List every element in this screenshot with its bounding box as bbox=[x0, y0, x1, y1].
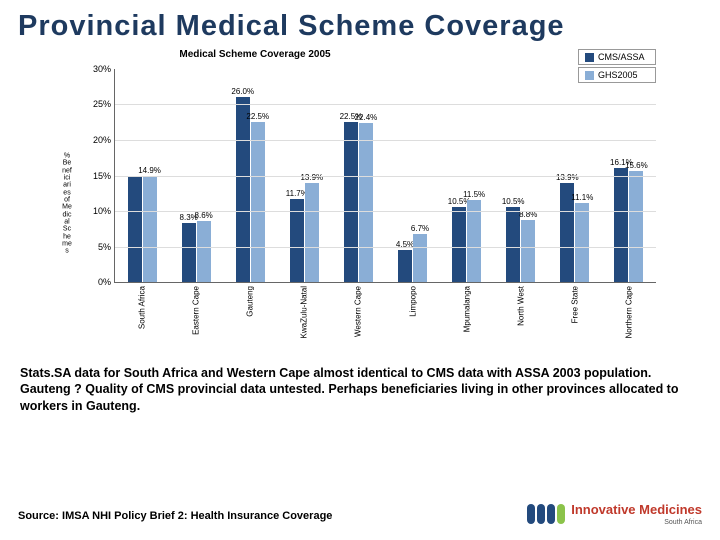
legend-swatch bbox=[585, 53, 594, 62]
logo-text: Innovative Medicines bbox=[571, 502, 702, 517]
bar: 22.5% bbox=[251, 122, 265, 282]
bar: 8.8% bbox=[521, 220, 535, 282]
logo-pill bbox=[527, 504, 535, 524]
plot-area: 14.9%South Africa8.3%8.6%Eastern Cape26.… bbox=[114, 69, 656, 283]
bar: 26.0% bbox=[236, 97, 250, 282]
logo-pills bbox=[527, 504, 565, 524]
bar: 22.4% bbox=[359, 123, 373, 282]
bar: 8.6% bbox=[197, 221, 211, 282]
y-tick: 5% bbox=[98, 242, 115, 252]
x-tick-label: Northern Cape bbox=[624, 286, 633, 358]
logo-pill bbox=[537, 504, 545, 524]
bar: 11.5% bbox=[467, 200, 481, 282]
bar-value-label: 8.6% bbox=[195, 211, 213, 220]
bar: 13.9% bbox=[305, 183, 319, 282]
x-tick-label: Gauteng bbox=[246, 286, 255, 358]
y-axis-label: % Beneficiaries of Medical Schemes bbox=[62, 153, 72, 256]
bar: 8.3% bbox=[182, 223, 196, 282]
bar: 10.5% bbox=[452, 207, 466, 282]
logo-pill bbox=[557, 504, 565, 524]
bar-value-label: 14.9% bbox=[138, 166, 161, 175]
bar-value-label: 6.7% bbox=[411, 224, 429, 233]
chart: Medical Scheme Coverage 2005 CMS/ASSAGHS… bbox=[60, 49, 660, 359]
gridline bbox=[115, 140, 656, 141]
bar: 6.7% bbox=[413, 234, 427, 282]
gridline bbox=[115, 176, 656, 177]
legend-item: CMS/ASSA bbox=[578, 49, 656, 65]
footnote: Stats.SA data for South Africa and Weste… bbox=[20, 365, 700, 414]
y-tick: 10% bbox=[93, 206, 115, 216]
gridline bbox=[115, 211, 656, 212]
gridline bbox=[115, 104, 656, 105]
bar: 15.6% bbox=[629, 171, 643, 282]
legend-label: CMS/ASSA bbox=[598, 52, 645, 62]
chart-title: Medical Scheme Coverage 2005 bbox=[60, 49, 450, 60]
x-tick-label: Western Cape bbox=[354, 286, 363, 358]
bar: 16.1% bbox=[614, 168, 628, 282]
x-tick-label: Limpopo bbox=[408, 286, 417, 358]
bar-value-label: 11.1% bbox=[571, 193, 593, 202]
x-tick-label: Mpumalanga bbox=[462, 286, 471, 358]
bar-value-label: 15.6% bbox=[625, 161, 648, 170]
bar: 14.9% bbox=[143, 176, 157, 282]
x-tick-label: North West bbox=[516, 286, 525, 358]
bar: 4.5% bbox=[398, 250, 412, 282]
bar-value-label: 22.5% bbox=[246, 112, 269, 121]
logo: Innovative Medicines South Africa bbox=[527, 501, 702, 526]
y-tick: 30% bbox=[93, 64, 115, 74]
logo-subtext: South Africa bbox=[571, 519, 702, 526]
bar: 11.1% bbox=[575, 203, 589, 282]
y-tick: 15% bbox=[93, 171, 115, 181]
bar-value-label: 22.4% bbox=[355, 113, 378, 122]
bar-value-label: 26.0% bbox=[231, 87, 254, 96]
y-tick: 20% bbox=[93, 135, 115, 145]
gridline bbox=[115, 247, 656, 248]
bar: 10.5% bbox=[506, 207, 520, 282]
source-line: Source: IMSA NHI Policy Brief 2: Health … bbox=[18, 510, 332, 522]
bar-value-label: 10.5% bbox=[502, 197, 525, 206]
bar: 22.5% bbox=[344, 122, 358, 282]
x-tick-label: Free State bbox=[570, 286, 579, 358]
y-tick: 0% bbox=[98, 277, 115, 287]
bar-value-label: 4.5% bbox=[396, 240, 414, 249]
bar-value-label: 11.5% bbox=[463, 190, 485, 199]
page-title: Provincial Medical Scheme Coverage bbox=[18, 10, 702, 43]
logo-pill bbox=[547, 504, 555, 524]
bar bbox=[128, 176, 142, 282]
x-tick-label: South Africa bbox=[138, 286, 147, 358]
x-tick-label: KwaZulu-Natal bbox=[300, 286, 309, 358]
y-tick: 25% bbox=[93, 99, 115, 109]
x-tick-label: Eastern Cape bbox=[192, 286, 201, 358]
